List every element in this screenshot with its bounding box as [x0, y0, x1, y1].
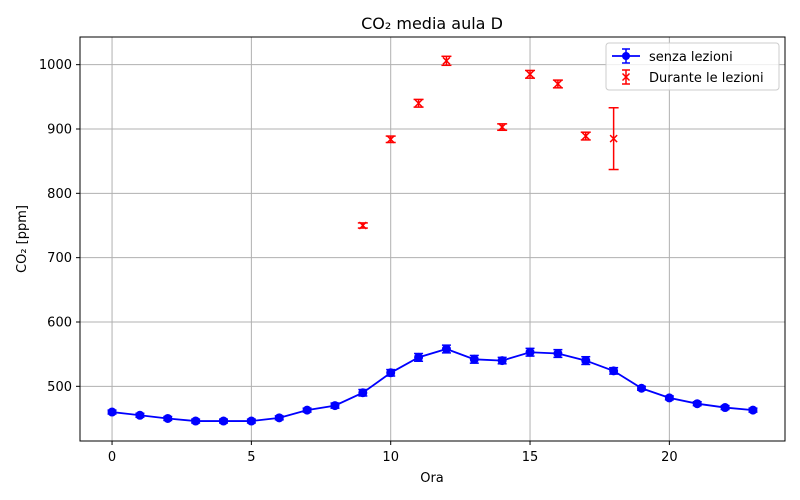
chart-title: CO₂ media aula D	[361, 14, 503, 33]
x-tick-label: 5	[247, 450, 255, 465]
data-point-senza-lezioni	[664, 393, 674, 403]
legend-box	[605, 42, 780, 91]
x-tick-label: 10	[382, 450, 399, 465]
y-tick-label: 800	[47, 187, 72, 202]
data-point-senza-lezioni	[497, 356, 507, 366]
data-point-senza-lezioni	[414, 352, 424, 362]
data-point-senza-lezioni	[107, 407, 117, 417]
legend-label-senza-lezioni: senza lezioni	[649, 50, 733, 65]
data-point-senza-lezioni	[441, 344, 451, 354]
legend-x-marker	[621, 72, 631, 82]
data-point-durante-le-lezioni	[442, 56, 451, 65]
legend-marker-durante-le-lezioni	[621, 69, 631, 85]
y-tick-label: 500	[47, 380, 72, 395]
legend-label-durante-le-lezioni: Durante le lezioni	[649, 71, 764, 86]
y-tick-label: 700	[47, 251, 72, 266]
data-point-senza-lezioni	[274, 413, 284, 423]
axis-ticks: 0 5 10 15 20 500 600 700 800 900 1000	[39, 58, 678, 465]
data-point-senza-lezioni	[358, 388, 368, 398]
data-point-senza-lezioni	[386, 368, 396, 378]
data-point-durante-le-lezioni	[358, 221, 367, 230]
y-tick-label: 600	[47, 315, 72, 330]
y-tick-label: 1000	[39, 58, 72, 73]
series-durante-le-lezioni	[357, 55, 619, 230]
data-point-senza-lezioni	[748, 405, 758, 415]
x-tick-label: 0	[108, 450, 116, 465]
series-line-senza-lezioni	[111, 348, 754, 422]
data-point-senza-lezioni	[692, 399, 702, 409]
data-point-durante-le-lezioni	[414, 99, 423, 108]
x-tick-label: 20	[661, 450, 678, 465]
data-point-durante-le-lezioni	[498, 123, 507, 132]
series-layer	[107, 55, 758, 426]
data-point-senza-lezioni	[525, 347, 535, 357]
legend: senza lezioni Durante le lezioni	[605, 42, 780, 91]
data-point-durante-le-lezioni	[386, 135, 395, 144]
data-point-senza-lezioni	[219, 416, 229, 426]
data-point-senza-lezioni	[581, 356, 591, 366]
data-point-senza-lezioni	[163, 413, 173, 423]
data-point-senza-lezioni	[469, 354, 479, 364]
data-point-senza-lezioni	[636, 383, 646, 393]
data-point-senza-lezioni	[720, 403, 730, 413]
x-tick-label: 15	[522, 450, 539, 465]
legend-marker-senza-lezioni	[612, 48, 640, 64]
y-axis-label: CO₂ [ppm]	[15, 205, 30, 273]
data-point-senza-lezioni	[191, 416, 201, 426]
data-point-senza-lezioni	[553, 349, 563, 359]
plot-frame	[79, 36, 786, 442]
y-tick-label: 900	[47, 122, 72, 137]
data-point-senza-lezioni	[135, 410, 145, 420]
data-point-senza-lezioni	[246, 416, 256, 426]
data-point-durante-le-lezioni	[581, 132, 590, 141]
data-point-senza-lezioni	[302, 405, 312, 415]
data-point-durante-le-lezioni	[525, 70, 535, 79]
data-point-senza-lezioni	[330, 401, 340, 411]
data-point-durante-le-lezioni	[553, 79, 562, 88]
data-point-durante-le-lezioni	[609, 134, 618, 143]
x-axis-label: Ora	[420, 471, 444, 486]
series-senza-lezioni	[107, 344, 758, 426]
data-point-senza-lezioni	[609, 366, 619, 376]
